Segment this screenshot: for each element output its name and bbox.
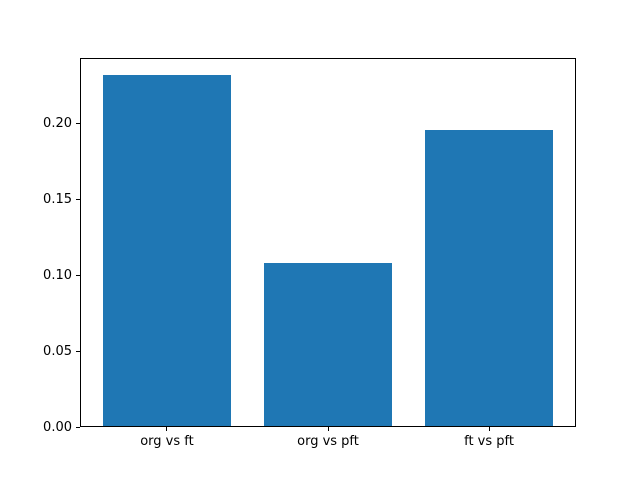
bar (424, 129, 554, 428)
y-tick-label: 0.10 (43, 267, 72, 283)
bar (102, 75, 232, 428)
y-tick-label: 0.05 (43, 343, 72, 359)
x-tick (166, 427, 168, 432)
x-tick-label: org vs pft (297, 434, 359, 450)
y-tick (76, 274, 80, 276)
x-tick-label: ft vs pft (464, 434, 514, 450)
y-tick-label: 0.15 (43, 192, 72, 208)
bar (263, 263, 393, 428)
y-tick (76, 199, 80, 201)
y-tick-label: 0.00 (43, 419, 72, 435)
y-tick (76, 350, 80, 352)
x-tick-label: org vs ft (140, 434, 194, 450)
x-tick (327, 427, 329, 432)
x-tick (488, 427, 490, 432)
y-tick (76, 426, 80, 428)
y-tick (76, 123, 80, 125)
y-tick-label: 0.20 (43, 116, 72, 132)
